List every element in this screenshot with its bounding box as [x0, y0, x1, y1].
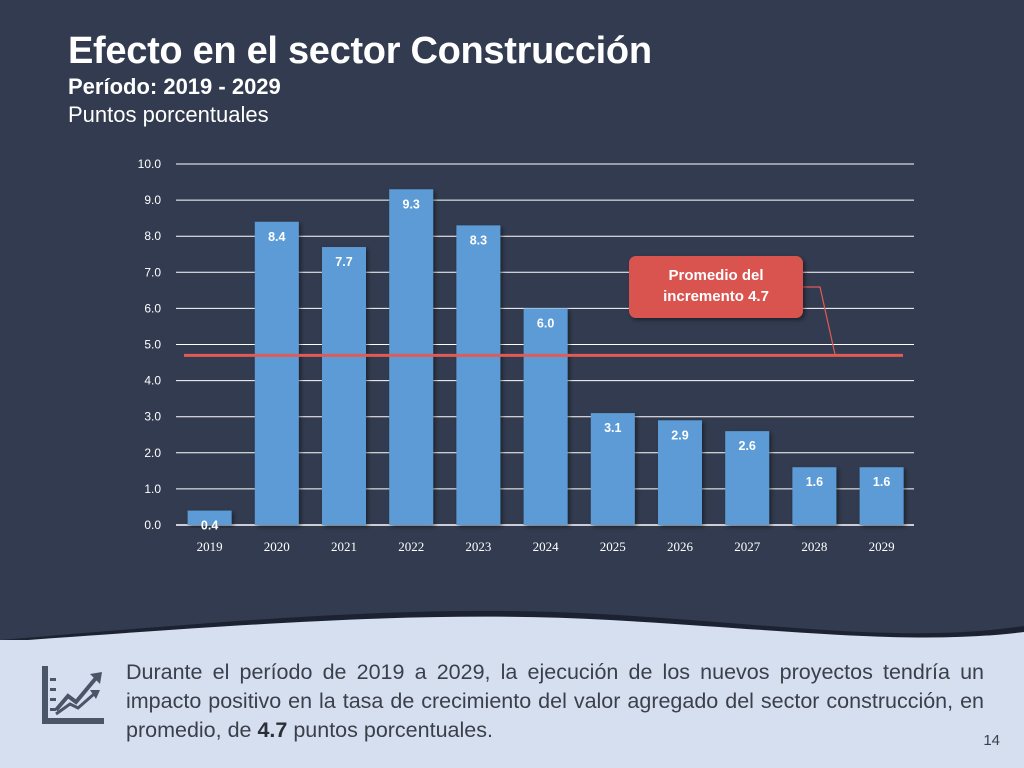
data-label: 3.1	[604, 421, 621, 435]
page-number: 14	[983, 732, 1000, 749]
data-label: 9.3	[403, 197, 420, 211]
data-label: 8.4	[268, 230, 285, 244]
x-tick-label: 2025	[600, 539, 626, 554]
bar	[792, 467, 837, 525]
summary-text-start: Durante el período de 2019 a 2029, la ej…	[126, 660, 984, 742]
x-tick-label: 2020	[264, 539, 290, 554]
y-tick-label: 7.0	[144, 265, 161, 279]
x-tick-label: 2026	[667, 539, 694, 554]
callout-text-line2: incremento 4.7	[663, 288, 769, 305]
y-tick-label: 4.0	[144, 374, 161, 388]
units-label: Puntos porcentuales	[68, 102, 269, 127]
x-tick-label: 2028	[801, 539, 827, 554]
x-tick-label: 2024	[533, 539, 560, 554]
footer-panel	[0, 640, 1024, 768]
data-label: 0.4	[201, 519, 218, 533]
bar-chart: Promedio del incremento 4.7 0.0 1.0 2.0 3.0 4…	[138, 157, 914, 554]
data-label: 1.6	[873, 475, 890, 489]
y-tick-label: 5.0	[144, 338, 161, 352]
page-title: Efecto en el sector Construcción	[68, 30, 652, 72]
bar	[725, 431, 770, 525]
x-tick-label: 2029	[869, 539, 895, 554]
bar	[456, 225, 501, 525]
data-label: 2.9	[671, 428, 688, 442]
y-tick-label: 0.0	[144, 518, 161, 532]
y-tick-label: 10.0	[138, 157, 162, 171]
y-tick-label: 2.0	[144, 446, 161, 460]
data-label: 8.3	[470, 233, 487, 247]
summary-text: Durante el período de 2019 a 2029, la ej…	[126, 658, 984, 745]
average-callout	[629, 256, 803, 318]
footer-wave	[0, 610, 1024, 642]
x-tick-label: 2019	[197, 539, 223, 554]
callout-text-line1: Promedio del	[668, 267, 763, 284]
growth-chart-icon	[42, 666, 104, 724]
summary-text-end: puntos porcentuales.	[287, 718, 493, 742]
y-tick-label: 8.0	[144, 229, 161, 243]
x-tick-label: 2021	[331, 539, 357, 554]
bar	[859, 467, 904, 525]
data-label: 6.0	[537, 316, 554, 330]
y-tick-label: 3.0	[144, 410, 161, 424]
bar	[590, 413, 635, 525]
y-tick-label: 9.0	[144, 193, 161, 207]
callout-leader	[800, 286, 836, 355]
period-subtitle: Período: 2019 - 2029	[68, 74, 281, 99]
bar	[322, 247, 366, 525]
data-label: 7.7	[335, 255, 352, 269]
bar	[658, 420, 702, 525]
bar	[254, 221, 299, 525]
bar	[187, 510, 232, 525]
x-tick-label: 2022	[398, 539, 424, 554]
data-label: 1.6	[806, 475, 823, 489]
bar	[389, 189, 434, 525]
y-tick-label: 6.0	[144, 301, 161, 315]
summary-highlight-value: 4.7	[257, 718, 288, 742]
y-tick-label: 1.0	[144, 482, 161, 496]
bar	[523, 308, 568, 525]
data-label: 2.6	[739, 439, 756, 453]
x-tick-label: 2027	[734, 539, 761, 554]
x-tick-label: 2023	[465, 539, 491, 554]
